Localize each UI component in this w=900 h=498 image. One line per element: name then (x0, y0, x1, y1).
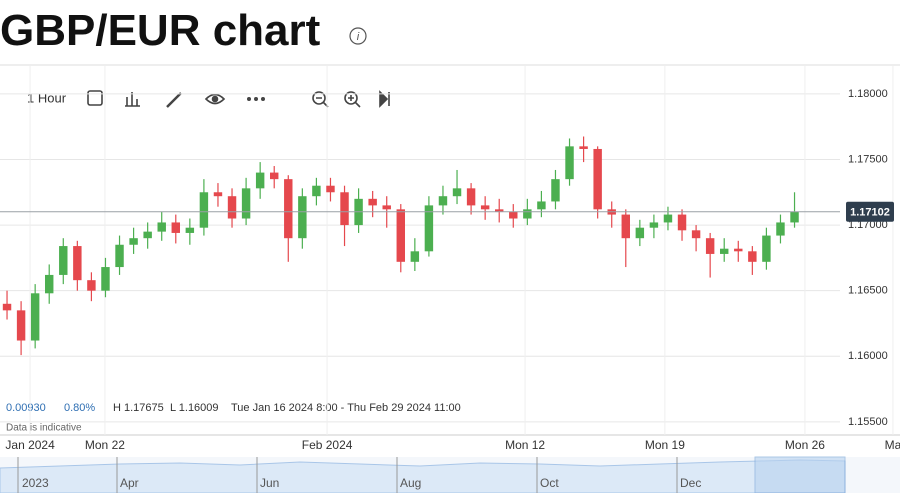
candle-body (480, 205, 490, 210)
candle-body (551, 179, 560, 202)
x-tick-label: Mon 12 (505, 438, 545, 452)
candle-body (705, 238, 715, 254)
candle-body (185, 227, 195, 233)
candle-body (2, 303, 12, 311)
high: H 1.17675 (113, 402, 164, 414)
candle-body (199, 192, 209, 228)
range: Tue Jan 16 2024 8:00 - Thu Feb 29 2024 1… (231, 402, 461, 414)
candle-body (509, 211, 518, 219)
y-tick-label: 1.16500 (848, 285, 888, 297)
navigator-label: Apr (120, 476, 139, 490)
candle-body (635, 227, 645, 239)
candle-body (227, 196, 237, 219)
candle-body (452, 188, 462, 197)
navigator-label: Aug (400, 476, 421, 490)
low: L 1.16009 (170, 402, 219, 414)
zoom-out-icon[interactable] (312, 91, 326, 105)
y-tick-label: 1.17500 (848, 153, 888, 165)
x-tick-label: Mon 26 (785, 438, 825, 452)
x-tick-label: Mon 19 (645, 438, 685, 452)
candle-body (621, 214, 630, 239)
candle-body (438, 196, 448, 206)
candle-body (424, 205, 434, 252)
candle-body (73, 246, 82, 281)
candle-body (30, 293, 40, 341)
svg-text:i: i (357, 31, 360, 43)
candle-body (593, 148, 602, 210)
candle-body (748, 251, 757, 262)
note: Data is indicative (6, 423, 82, 434)
interval-button[interactable]: 1 Hour (27, 90, 67, 105)
x-tick-label: Ma (885, 438, 900, 452)
candle-body (677, 214, 687, 231)
last-price-label: 1.17102 (850, 207, 890, 219)
navigator[interactable] (0, 456, 900, 494)
candle-body (129, 238, 138, 245)
info-icon[interactable]: i (349, 27, 367, 45)
candle-body (734, 248, 743, 252)
candle-body (87, 280, 96, 291)
candle-body (284, 179, 293, 239)
zoom-in-icon[interactable] (344, 91, 358, 105)
candle-body (115, 244, 124, 268)
candle-body (410, 251, 420, 262)
plot: 1.15500 1.16000 1.16500 1.17000 1.17500 1.180… (0, 65, 900, 452)
eye-icon[interactable] (204, 93, 226, 105)
change-pct: 0.80% (64, 402, 95, 414)
y-tick-label: 1.17000 (848, 219, 888, 231)
x-tick-label: Jan 2024 (5, 438, 55, 452)
last-price-box (846, 201, 894, 222)
candle-body (213, 192, 223, 197)
navigator-label: 2023 (22, 476, 49, 490)
navigator-label: Jun (260, 476, 279, 490)
candle-body (143, 231, 152, 239)
candle-body (312, 185, 321, 197)
candle-body (157, 222, 166, 232)
candle-body (255, 172, 265, 189)
y-tick-label: 1.15500 (848, 416, 888, 428)
candle-body (790, 211, 799, 223)
navigator-label: Dec (680, 476, 701, 490)
candle-body (368, 198, 377, 206)
x-tick-label: Feb 2024 (302, 438, 353, 452)
candle-body (171, 222, 180, 233)
bars-icon[interactable] (125, 92, 140, 107)
candle-body (101, 267, 110, 291)
candle-body (691, 230, 701, 239)
candle-body (495, 209, 504, 212)
candle-body (16, 310, 26, 341)
chart-title: GBP/EUR chart (0, 6, 321, 55)
y-tick-label: 1.18000 (848, 88, 888, 100)
candle-body (537, 201, 546, 210)
candle-body (762, 235, 771, 262)
candle-body (720, 248, 729, 254)
calendar-icon[interactable] (87, 90, 103, 106)
candle-body (298, 196, 307, 239)
candle-body (649, 222, 659, 228)
toolbar (87, 90, 390, 108)
candle-body (663, 214, 673, 223)
candle-body (326, 185, 335, 193)
candle-body (579, 146, 588, 149)
navigator-label: Oct (540, 476, 559, 490)
x-tick-label: Mon 22 (85, 438, 125, 452)
candle-body (45, 274, 54, 294)
candle-body (59, 246, 68, 275)
candle-body (396, 209, 405, 262)
candle-body (523, 209, 532, 219)
candle-body (270, 172, 279, 180)
change: 0.00930 (6, 402, 46, 414)
draw-icon[interactable] (166, 92, 182, 108)
candle-body (241, 188, 251, 219)
more-icon[interactable] (247, 97, 265, 101)
candle-body (776, 222, 785, 236)
candle-body (466, 188, 476, 206)
candle-body (565, 146, 574, 180)
candle-body (382, 205, 391, 210)
y-tick-label: 1.16000 (848, 350, 888, 362)
candle-body (340, 192, 349, 226)
